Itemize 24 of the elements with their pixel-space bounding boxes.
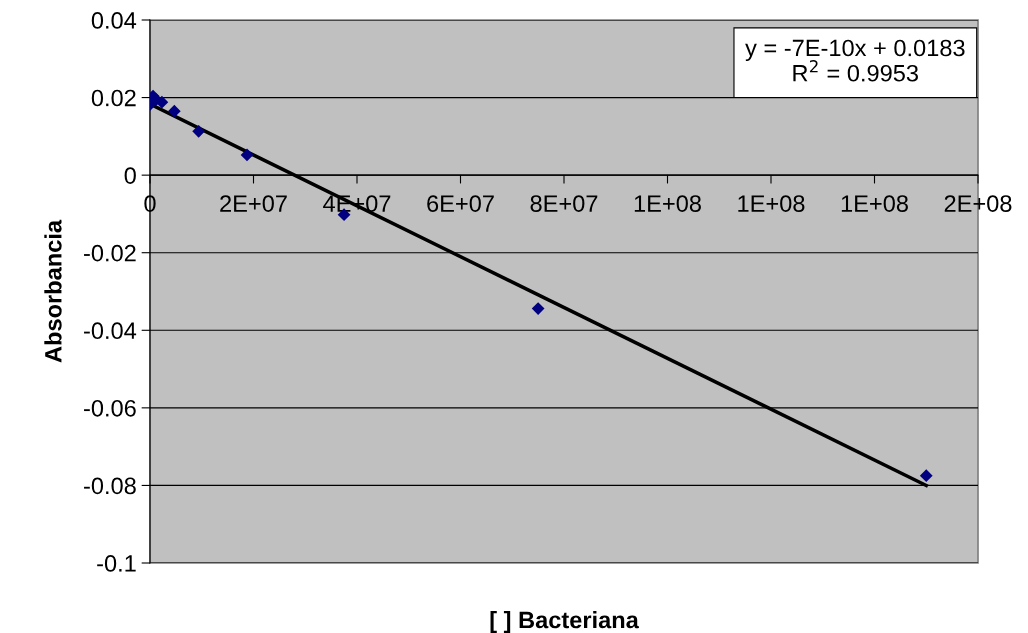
x-tick-label: 6E+07 [427, 195, 494, 212]
x-tick-label: 1E+08 [841, 195, 908, 212]
y-tick-label: -0.04 [84, 322, 137, 340]
point [531, 302, 545, 315]
y-tick-label: 0.04 [91, 12, 137, 29]
point [919, 469, 933, 483]
x-tick-label: 2E+07 [220, 195, 287, 212]
annotation: y = -7E-10x + 0.0183 R$^{2}$ = 0.9953 [745, 39, 965, 82]
x-tick-label: 1E+08 [738, 195, 805, 212]
y-tick-label: -0.06 [84, 399, 136, 417]
x-tick-label: 2E+08 [944, 195, 1012, 212]
y-tick-label: 0.02 [91, 89, 136, 107]
y-tick-label: -0.08 [84, 477, 136, 495]
point [167, 104, 181, 118]
x-axis-title: [ ] Bacteriana [490, 610, 639, 633]
y-tick-label: -0.02 [84, 244, 136, 262]
point [155, 95, 169, 109]
x-tick-label: 1E+08 [634, 195, 701, 212]
point [192, 124, 206, 138]
y-axis-title: Absorbancia [44, 219, 62, 363]
y-tick-label: 0 [124, 167, 136, 184]
y-tick-label: -0.1 [97, 555, 136, 572]
x-tick-label: 8E+07 [530, 195, 598, 212]
point [240, 148, 254, 162]
